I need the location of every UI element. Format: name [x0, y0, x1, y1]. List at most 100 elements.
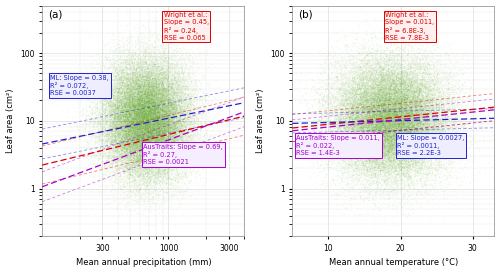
Point: [360, 83, 368, 87]
Point: [164, 141, 172, 145]
Point: [374, 139, 382, 143]
Point: [384, 119, 392, 123]
Point: [150, 92, 158, 96]
Point: [142, 121, 150, 126]
Point: [149, 92, 157, 96]
Point: [382, 85, 390, 89]
Point: [436, 130, 444, 134]
Point: [386, 137, 394, 141]
Point: [138, 134, 146, 139]
Point: [111, 121, 119, 125]
Point: [92, 79, 100, 84]
Point: [373, 133, 381, 138]
Point: [405, 120, 413, 124]
Point: [364, 144, 372, 148]
Point: [154, 152, 162, 156]
Point: [385, 92, 393, 96]
Point: [424, 85, 432, 90]
Point: [119, 144, 127, 148]
Point: [128, 49, 136, 53]
Point: [386, 146, 394, 150]
Point: [143, 148, 151, 153]
Point: [399, 106, 407, 111]
Point: [374, 85, 382, 90]
Point: [400, 144, 407, 149]
Point: [439, 97, 447, 102]
Point: [354, 152, 362, 156]
Point: [142, 144, 150, 148]
Point: [402, 149, 410, 153]
Point: [442, 156, 450, 161]
Point: [162, 101, 170, 105]
Point: [384, 133, 392, 138]
Point: [138, 104, 146, 108]
Point: [382, 63, 390, 67]
Point: [106, 143, 114, 148]
Point: [423, 111, 431, 115]
Point: [160, 120, 168, 124]
Point: [115, 138, 123, 143]
Point: [390, 105, 398, 109]
Point: [142, 110, 150, 115]
Point: [404, 124, 412, 128]
Point: [384, 76, 392, 81]
Point: [410, 144, 418, 148]
Point: [444, 87, 452, 92]
Point: [361, 142, 369, 147]
Point: [129, 124, 137, 128]
Point: [138, 190, 146, 194]
Point: [152, 105, 160, 110]
Point: [378, 108, 386, 113]
Point: [414, 111, 422, 116]
Point: [378, 197, 386, 201]
Point: [331, 78, 339, 82]
Point: [342, 127, 349, 132]
Point: [119, 96, 127, 100]
Point: [434, 160, 442, 165]
Point: [148, 103, 156, 108]
Point: [97, 84, 105, 88]
Point: [436, 57, 444, 61]
Point: [115, 99, 123, 103]
Point: [362, 116, 370, 121]
Point: [158, 129, 166, 133]
Point: [144, 114, 152, 118]
Point: [410, 127, 418, 131]
Point: [472, 158, 480, 162]
Point: [148, 121, 156, 126]
Point: [131, 140, 139, 145]
Point: [369, 97, 377, 102]
Point: [377, 135, 385, 139]
Point: [412, 117, 420, 121]
Point: [358, 156, 366, 161]
Point: [166, 109, 173, 114]
Point: [153, 119, 161, 123]
Point: [416, 114, 424, 119]
Point: [149, 3, 157, 7]
Point: [378, 132, 386, 136]
Point: [323, 144, 331, 149]
Point: [411, 95, 419, 100]
Point: [364, 102, 372, 106]
Point: [390, 128, 398, 133]
Point: [418, 85, 426, 89]
Point: [381, 171, 389, 176]
Point: [427, 175, 435, 179]
Point: [132, 120, 140, 125]
Point: [144, 114, 152, 118]
Point: [138, 102, 145, 106]
Point: [120, 114, 128, 118]
Point: [150, 150, 158, 154]
Point: [180, 116, 188, 121]
Point: [404, 172, 412, 177]
Point: [344, 129, 352, 133]
Point: [362, 161, 370, 166]
Point: [403, 99, 411, 103]
Point: [174, 100, 182, 104]
Point: [410, 152, 418, 156]
Point: [164, 103, 172, 108]
Point: [162, 97, 170, 101]
Point: [140, 154, 147, 158]
Point: [169, 110, 177, 114]
Point: [418, 106, 426, 111]
